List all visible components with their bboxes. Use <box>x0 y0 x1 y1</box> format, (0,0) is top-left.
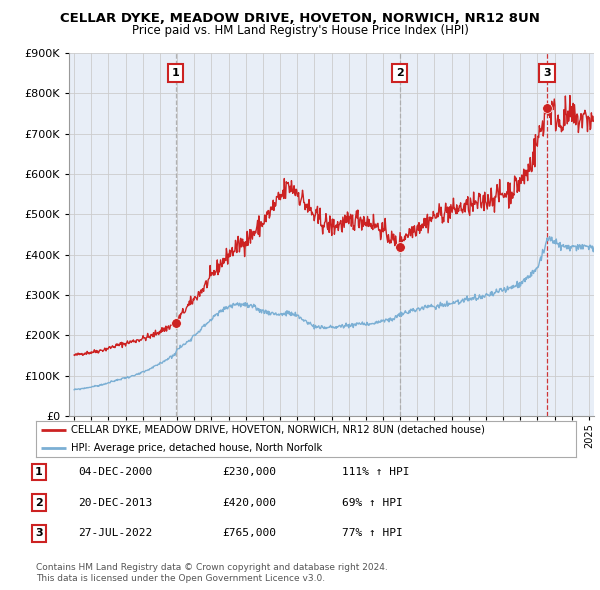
Text: 3: 3 <box>544 68 551 78</box>
Text: 2: 2 <box>35 498 43 507</box>
Text: This data is licensed under the Open Government Licence v3.0.: This data is licensed under the Open Gov… <box>36 573 325 583</box>
Text: CELLAR DYKE, MEADOW DRIVE, HOVETON, NORWICH, NR12 8UN (detached house): CELLAR DYKE, MEADOW DRIVE, HOVETON, NORW… <box>71 425 485 435</box>
Text: 69% ↑ HPI: 69% ↑ HPI <box>342 498 403 507</box>
Text: 77% ↑ HPI: 77% ↑ HPI <box>342 529 403 538</box>
Text: £765,000: £765,000 <box>222 529 276 538</box>
Text: CELLAR DYKE, MEADOW DRIVE, HOVETON, NORWICH, NR12 8UN: CELLAR DYKE, MEADOW DRIVE, HOVETON, NORW… <box>60 12 540 25</box>
Text: 27-JUL-2022: 27-JUL-2022 <box>78 529 152 538</box>
Text: 111% ↑ HPI: 111% ↑ HPI <box>342 467 409 477</box>
Text: 1: 1 <box>172 68 179 78</box>
Text: 3: 3 <box>35 529 43 538</box>
Text: Contains HM Land Registry data © Crown copyright and database right 2024.: Contains HM Land Registry data © Crown c… <box>36 563 388 572</box>
Text: Price paid vs. HM Land Registry's House Price Index (HPI): Price paid vs. HM Land Registry's House … <box>131 24 469 37</box>
Text: £420,000: £420,000 <box>222 498 276 507</box>
Text: 04-DEC-2000: 04-DEC-2000 <box>78 467 152 477</box>
Text: 20-DEC-2013: 20-DEC-2013 <box>78 498 152 507</box>
Text: HPI: Average price, detached house, North Norfolk: HPI: Average price, detached house, Nort… <box>71 443 322 453</box>
Text: 2: 2 <box>396 68 403 78</box>
Text: £230,000: £230,000 <box>222 467 276 477</box>
Text: 1: 1 <box>35 467 43 477</box>
